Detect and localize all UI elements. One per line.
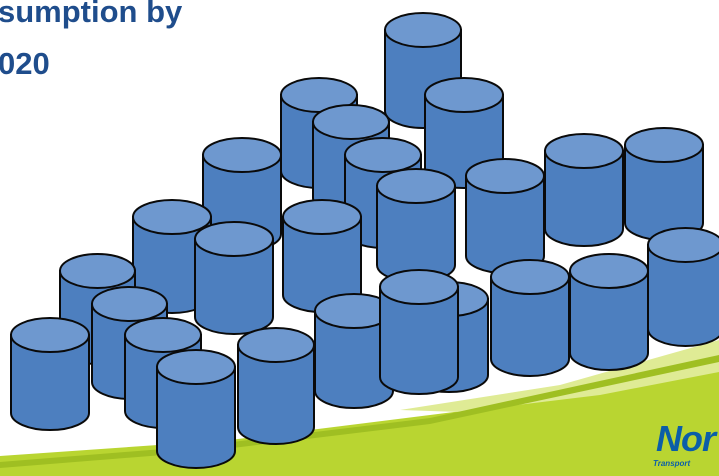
barrel-icon xyxy=(156,349,236,469)
barrel-icon xyxy=(624,127,704,241)
company-logo: Nor xyxy=(656,418,716,459)
barrel-icon xyxy=(544,133,624,247)
barrel-icon xyxy=(465,158,545,274)
barrel-icon xyxy=(314,293,394,409)
barrel-icon xyxy=(569,253,649,371)
barrel-icon xyxy=(490,259,570,377)
barrel-icon xyxy=(282,199,362,313)
barrel-icon xyxy=(10,317,90,431)
barrel-icon xyxy=(194,221,274,335)
green-band xyxy=(0,345,719,476)
slide-title-line-1: sumption by xyxy=(0,0,183,29)
barrel-icon xyxy=(376,168,456,283)
slide-title-line-2: 020 xyxy=(0,46,50,81)
barrel-icon xyxy=(237,327,315,445)
barrel-icon xyxy=(379,269,459,395)
barrel-icon xyxy=(647,227,719,347)
green-band-highlight xyxy=(400,340,719,412)
green-band-edge xyxy=(0,355,719,468)
company-logo-tagline: Transport xyxy=(653,459,691,468)
